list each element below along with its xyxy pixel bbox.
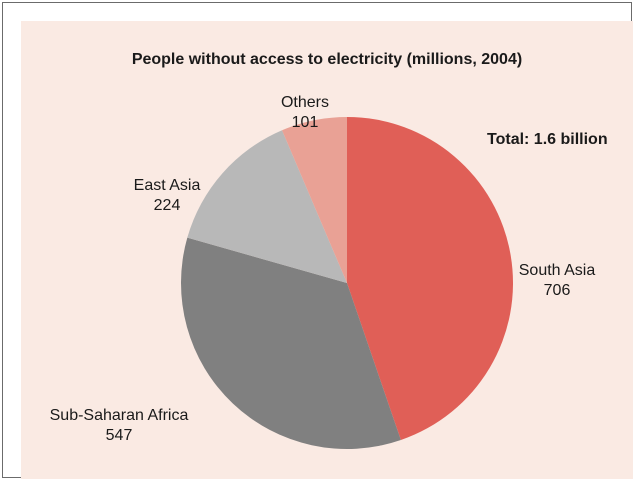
chart-title: People without access to electricity (mi… xyxy=(131,51,523,68)
slice-label-east-asia: East Asia xyxy=(134,177,201,194)
slice-label-south-asia: South Asia xyxy=(519,262,596,279)
chart-panel: People without access to electricity (mi… xyxy=(21,21,633,479)
pie-slice-others xyxy=(282,117,347,283)
slice-value-east-asia: 224 xyxy=(154,197,181,214)
slice-value-south-asia: 706 xyxy=(544,282,571,299)
slice-label-others: Others xyxy=(281,94,329,111)
slice-value-sub-saharan-africa: 547 xyxy=(106,427,133,444)
pie-slice-east-asia xyxy=(187,130,347,283)
pie-slice-south-asia xyxy=(347,117,513,441)
pie-slice-sub-saharan-africa xyxy=(180,237,401,450)
total-annotation: Total: 1.6 billion xyxy=(487,131,608,148)
slice-value-others: 101 xyxy=(292,114,319,131)
slice-label-sub-saharan-africa: Sub-Saharan Africa xyxy=(50,407,189,424)
pie-chart: South Asia 706 Sub-Saharan Africa 547 East A… xyxy=(50,94,596,450)
